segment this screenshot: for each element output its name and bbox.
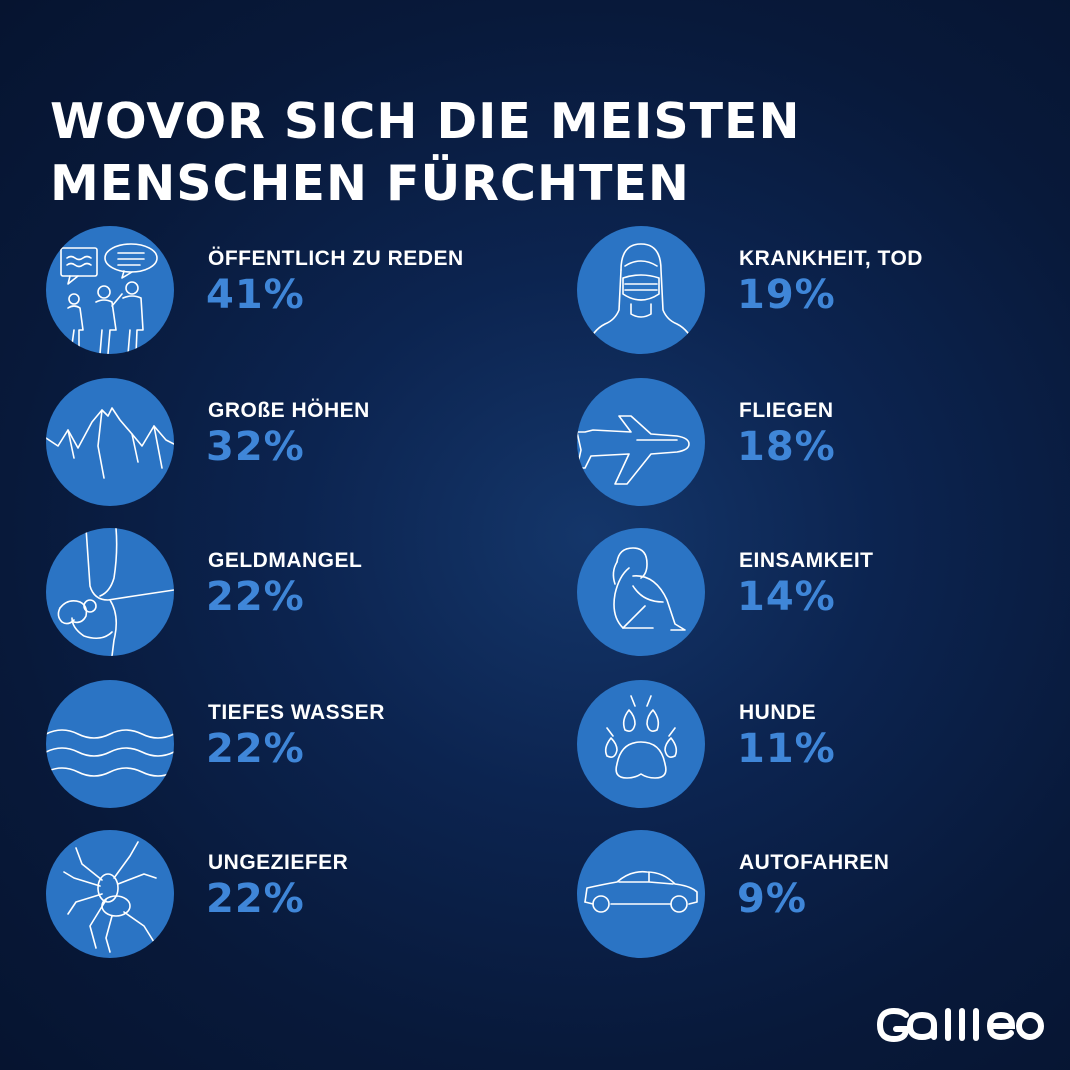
item-label: GELDMANGEL bbox=[208, 549, 363, 572]
item-label: FLIEGEN bbox=[739, 399, 834, 422]
item-value: 22% bbox=[206, 726, 305, 772]
galileo-logo bbox=[876, 1007, 1044, 1043]
item-driving: AUTOFAHREN 9% bbox=[577, 830, 1070, 960]
item-value: 32% bbox=[206, 424, 305, 470]
item-label: UNGEZIEFER bbox=[208, 851, 349, 874]
title-line-1: WOVOR SICH DIE MEISTEN bbox=[50, 92, 801, 150]
mountain-icon bbox=[46, 378, 174, 506]
item-label: ÖFFENTLICH ZU REDEN bbox=[208, 247, 464, 270]
item-label: HUNDE bbox=[739, 701, 817, 724]
item-value: 22% bbox=[206, 574, 305, 620]
spider-icon bbox=[46, 830, 174, 958]
item-dogs: HUNDE 11% bbox=[577, 680, 1070, 810]
public-speaking-icon bbox=[46, 226, 174, 354]
item-loneliness: EINSAMKEIT 14% bbox=[577, 528, 1070, 658]
airplane-icon bbox=[577, 378, 705, 506]
water-waves-icon bbox=[46, 680, 174, 808]
paw-icon bbox=[577, 680, 705, 808]
item-heights: GROßE HÖHEN 32% bbox=[46, 378, 546, 508]
item-value: 11% bbox=[737, 726, 836, 772]
page-title: WOVOR SICH DIE MEISTEN MENSCHEN FÜRCHTEN bbox=[50, 91, 990, 215]
item-value: 18% bbox=[737, 424, 836, 470]
item-value: 22% bbox=[206, 876, 305, 922]
lonely-person-icon bbox=[577, 528, 705, 656]
empty-pocket-icon bbox=[46, 528, 174, 656]
item-water: TIEFES WASSER 22% bbox=[46, 680, 546, 810]
item-value: 9% bbox=[737, 876, 807, 922]
item-illness: KRANKHEIT, TOD 19% bbox=[577, 226, 1070, 356]
item-value: 19% bbox=[737, 272, 836, 318]
item-value: 41% bbox=[206, 272, 305, 318]
item-label: GROßE HÖHEN bbox=[208, 399, 370, 422]
car-icon bbox=[577, 830, 705, 958]
item-label: AUTOFAHREN bbox=[739, 851, 890, 874]
item-label: KRANKHEIT, TOD bbox=[739, 247, 923, 270]
item-public-speaking: ÖFFENTLICH ZU REDEN 41% bbox=[46, 226, 546, 356]
title-line-2: MENSCHEN FÜRCHTEN bbox=[50, 154, 690, 212]
item-label: EINSAMKEIT bbox=[739, 549, 874, 572]
item-money: GELDMANGEL 22% bbox=[46, 528, 546, 658]
item-flying: FLIEGEN 18% bbox=[577, 378, 1070, 508]
item-label: TIEFES WASSER bbox=[208, 701, 385, 724]
item-vermin: UNGEZIEFER 22% bbox=[46, 830, 546, 960]
face-mask-icon bbox=[577, 226, 705, 354]
item-value: 14% bbox=[737, 574, 836, 620]
